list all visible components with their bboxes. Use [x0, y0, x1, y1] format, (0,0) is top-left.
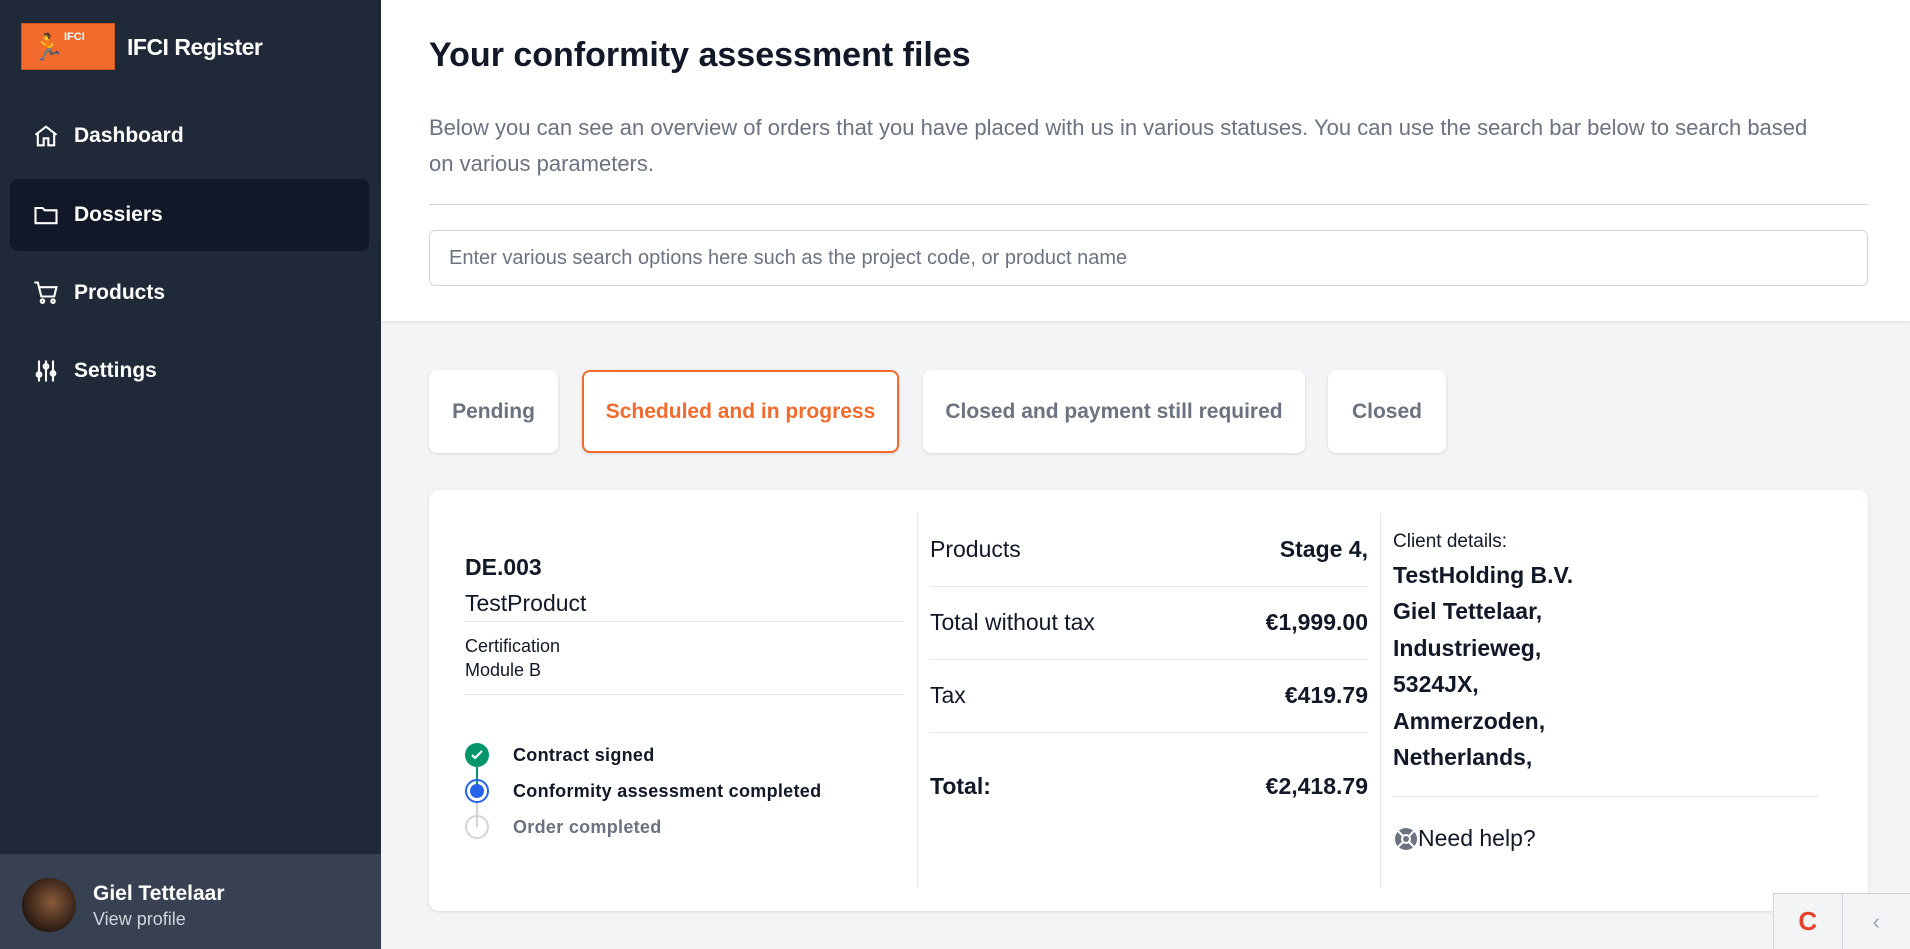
- order-module: Module B: [465, 660, 542, 680]
- client-line: Industrieweg,: [1393, 635, 1542, 661]
- step-conformity-assessment: Conformity assessment completed: [465, 779, 821, 803]
- runner-icon: 🏃: [32, 32, 65, 62]
- view-profile-link[interactable]: View profile: [93, 909, 186, 929]
- profile-link[interactable]: Giel Tettelaar View profile: [0, 854, 381, 949]
- tab-closed[interactable]: Closed: [1328, 370, 1446, 453]
- need-help-link[interactable]: Need help?: [1394, 825, 1536, 852]
- summary-tax: Tax €419.79: [930, 682, 1368, 708]
- tab-scheduled-in-progress[interactable]: Scheduled and in progress: [582, 370, 899, 453]
- client-line: Ammerzoden,: [1393, 708, 1546, 734]
- order-card[interactable]: DE.003 TestProduct Certification Module …: [429, 490, 1868, 911]
- client-heading: Client details:: [1393, 531, 1508, 552]
- check-circle-icon: [465, 743, 489, 767]
- sidebar: 🏃 IFCI IFCI Register Dashboard Dossiers P…: [0, 0, 381, 949]
- order-type: Certification: [465, 636, 561, 656]
- page-title: Your conformity assessment files: [429, 36, 971, 74]
- step-order-completed: Order completed: [465, 815, 662, 839]
- folder-icon: [34, 206, 58, 225]
- column-divider: [1380, 513, 1381, 888]
- summary-total: Total: €2,418.79: [930, 773, 1368, 799]
- tab-closed-payment-required[interactable]: Closed and payment still required: [923, 370, 1305, 453]
- client-line: 5324JX,: [1393, 671, 1479, 697]
- lifebuoy-icon: [1395, 827, 1417, 850]
- sidebar-item-dossiers[interactable]: Dossiers: [10, 179, 369, 251]
- home-icon: [34, 125, 58, 147]
- sidebar-item-settings[interactable]: Settings: [10, 335, 369, 407]
- c-logo-icon[interactable]: C: [1774, 894, 1843, 949]
- current-step-icon: [465, 779, 489, 803]
- divider: [1393, 796, 1818, 797]
- client-line: TestHolding B.V.: [1393, 562, 1574, 588]
- sidebar-item-dashboard[interactable]: Dashboard: [10, 100, 369, 172]
- divider: [465, 621, 903, 622]
- summary-subtotal: Total without tax €1,999.00: [930, 609, 1368, 635]
- avatar: [22, 878, 76, 932]
- cart-icon: [34, 281, 58, 304]
- order-code: DE.003: [465, 554, 542, 580]
- page-description: Below you can see an overview of orders …: [429, 115, 1808, 176]
- chevron-left-icon[interactable]: ‹: [1872, 908, 1880, 934]
- column-divider: [917, 513, 918, 888]
- page-header: Your conformity assessment files Below y…: [381, 0, 1910, 322]
- divider: [930, 659, 1368, 660]
- sidebar-item-products[interactable]: Products: [10, 257, 369, 329]
- tab-pending[interactable]: Pending: [429, 370, 558, 453]
- empty-circle-icon: [465, 815, 489, 839]
- floating-widget[interactable]: C ‹: [1773, 893, 1910, 949]
- divider: [930, 732, 1368, 733]
- summary-products: Products Stage 4,: [930, 536, 1368, 562]
- search-input[interactable]: [429, 230, 1868, 286]
- profile-name: Giel Tettelaar: [93, 882, 225, 905]
- sliders-icon: [35, 360, 57, 382]
- step-contract-signed: Contract signed: [465, 743, 655, 767]
- ifci-logo[interactable]: 🏃 IFCI: [21, 23, 115, 70]
- app-title: IFCI Register: [127, 34, 263, 60]
- divider: [465, 694, 903, 695]
- divider: [930, 586, 1368, 587]
- client-line: Giel Tettelaar,: [1393, 598, 1543, 624]
- client-line: Netherlands,: [1393, 744, 1533, 770]
- order-product: TestProduct: [465, 590, 587, 616]
- divider: [429, 204, 1868, 205]
